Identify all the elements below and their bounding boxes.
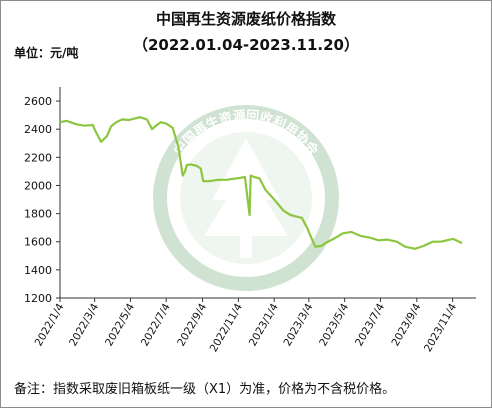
watermark-ring <box>153 105 339 291</box>
x-tick-label: 2022/5/4 <box>103 301 137 348</box>
x-tick-label: 2022/11/4 <box>208 301 245 354</box>
x-tick-label: 2022/1/4 <box>33 301 67 348</box>
y-tick-label: 1800 <box>24 208 52 221</box>
watermark: 中国再生资源回收利用协会 <box>153 105 339 291</box>
y-tick-label: 2000 <box>24 179 52 192</box>
x-tick-label: 2023/3/4 <box>281 301 315 348</box>
x-tick-label: 2022/3/4 <box>67 301 101 348</box>
chart-title: 中国再生资源废纸价格指数 <box>155 10 336 28</box>
y-tick-label: 1200 <box>24 292 52 305</box>
x-tick-label: 2023/7/4 <box>353 301 387 348</box>
y-ticks: 1200 1400 1600 1800 2000 2200 2400 2600 <box>24 95 60 305</box>
watermark-disc <box>180 132 312 264</box>
series-line <box>59 116 463 250</box>
footnote: 备注：指数采取废旧箱板纸一级（X1）为准，价格为不含税价格。 <box>14 382 396 397</box>
x-tick-label: 2023/5/4 <box>317 301 351 348</box>
y-tick-label: 2400 <box>24 123 52 136</box>
chart-subtitle: （2022.01.04-2023.11.20） <box>132 36 359 54</box>
x-tick-label: 2023/9/4 <box>389 301 423 348</box>
y-tick-label: 1600 <box>24 236 52 249</box>
x-tick-label: 2022/9/4 <box>175 301 209 348</box>
y-tick-label: 2600 <box>24 95 52 108</box>
y-tick-label: 2200 <box>24 151 52 164</box>
watermark-trunk <box>240 236 252 258</box>
unit-label: 单位：元/吨 <box>14 46 79 60</box>
x-tick-label: 2023/1/4 <box>247 301 281 348</box>
x-tick-label: 2022/7/4 <box>139 301 173 348</box>
x-ticks: 2022/1/4 2022/3/4 2022/5/4 2022/7/4 2022/9/4… <box>33 298 459 354</box>
x-tick-label: 2023/11/4 <box>422 301 459 354</box>
y-tick-label: 1400 <box>24 264 52 277</box>
